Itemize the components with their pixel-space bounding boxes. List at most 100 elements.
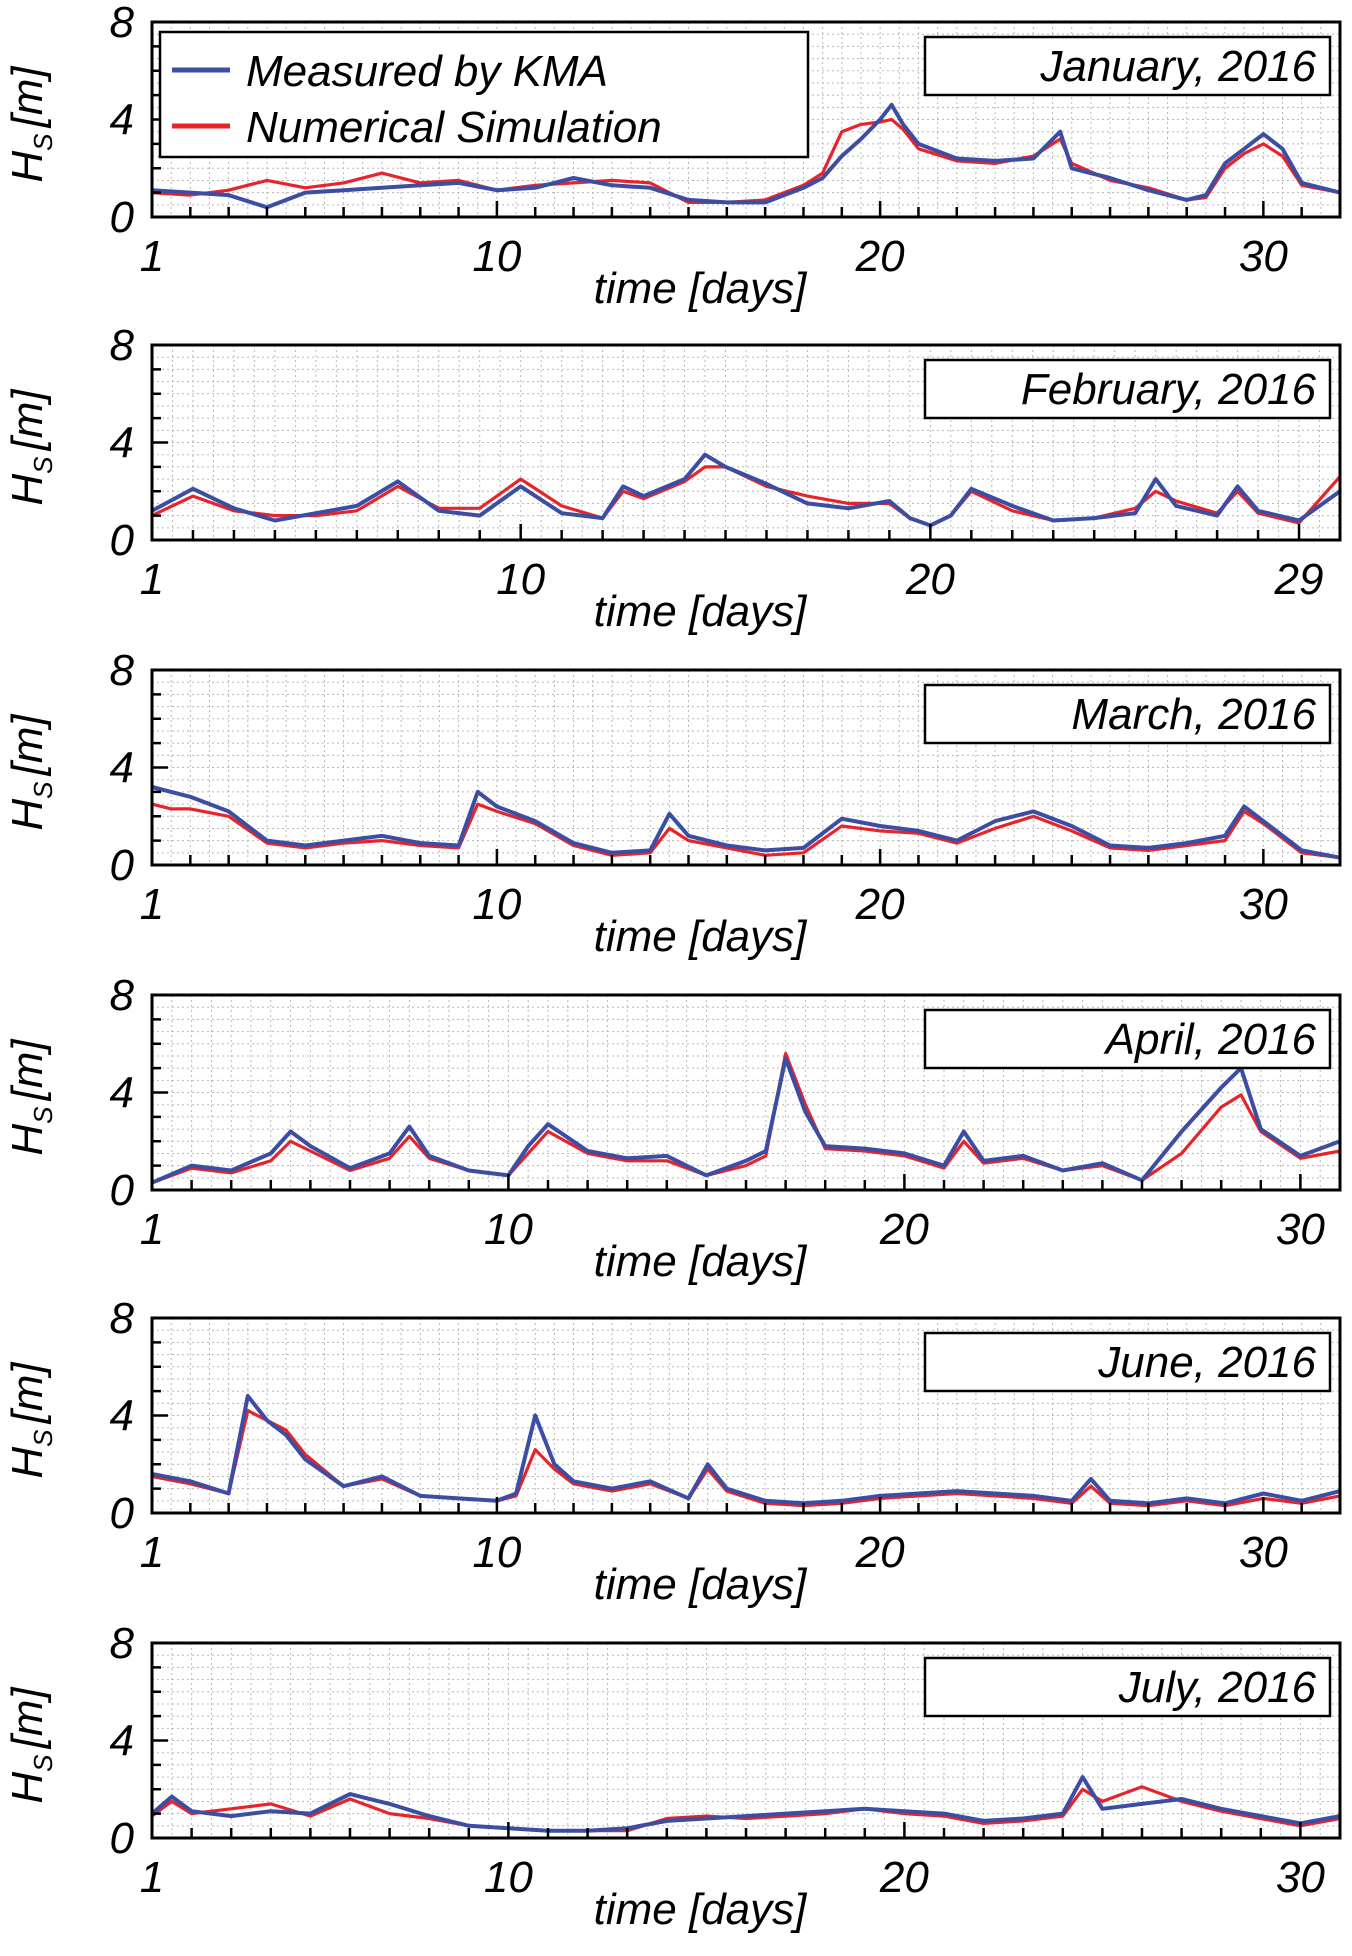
series-line-simulation (151, 1785, 1341, 1833)
series-line-measured (150, 1775, 1341, 1833)
x-tick-label: 30 (1239, 880, 1288, 929)
x-tick-label: 10 (472, 1528, 521, 1577)
panel-title: April, 2016 (1103, 1015, 1317, 1064)
y-axis-title-unit: [m] (3, 1038, 52, 1102)
y-tick-label: 0 (110, 841, 135, 890)
x-axis-title: time [days] (594, 1560, 809, 1609)
series-line-simulation (151, 802, 1341, 860)
y-axis-title-main: H (3, 1124, 52, 1156)
x-axis-title: time [days] (594, 1237, 809, 1286)
x-tick-label: 1 (140, 880, 164, 929)
legend-label: Measured by KMA (246, 47, 608, 96)
y-tick-label: 4 (110, 1717, 134, 1766)
y-axis-title: HS [m] (3, 1361, 58, 1479)
y-tick-label: 8 (110, 1619, 135, 1668)
series-line-measured (151, 1056, 1341, 1185)
y-tick-label: 0 (110, 1814, 135, 1863)
x-tick-label: 29 (1274, 555, 1324, 604)
panel-3: 0 4 8 1 10 20 30 time [days] HS [m] April, 2016 (3, 971, 1342, 1286)
y-axis-title-sub: S (28, 456, 58, 474)
x-axis-title: time [days] (594, 1885, 809, 1934)
x-tick-label: 1 (140, 1853, 164, 1902)
y-axis-title-unit: [m] (3, 713, 52, 777)
x-tick-label: 20 (855, 1528, 905, 1577)
panel-title: March, 2016 (1071, 690, 1316, 739)
x-axis-title: time [days] (594, 587, 809, 636)
y-axis-title: HS [m] (3, 713, 58, 831)
y-axis-title-main: H (3, 799, 52, 831)
x-tick-label: 1 (140, 232, 164, 281)
y-tick-label: 8 (110, 971, 135, 1020)
x-tick-label: 10 (484, 1205, 533, 1254)
y-axis-title-sub: S (28, 133, 58, 151)
y-tick-label: 8 (110, 321, 135, 370)
y-tick-label: 0 (110, 1166, 135, 1215)
series-line-measured (151, 452, 1342, 528)
y-axis-title-main: H (3, 1772, 52, 1804)
y-axis-title-sub: S (28, 1429, 58, 1447)
x-tick-label: 30 (1276, 1205, 1325, 1254)
y-axis-title: HS [m] (3, 65, 58, 183)
x-tick-label: 20 (855, 232, 905, 281)
x-tick-label: 30 (1239, 1528, 1288, 1577)
y-axis-title-unit: [m] (3, 65, 52, 129)
legend-label: Numerical Simulation (246, 103, 662, 152)
x-tick-label: 10 (472, 232, 521, 281)
x-tick-label: 20 (905, 555, 955, 604)
x-tick-label: 20 (879, 1853, 929, 1902)
panel-5: 0 4 8 1 10 20 30 time [days] HS [m] July, 2016 (3, 1619, 1342, 1934)
y-tick-label: 0 (110, 1489, 135, 1538)
x-axis-title: time [days] (594, 264, 809, 313)
y-tick-label: 4 (110, 1392, 134, 1441)
y-tick-label: 0 (110, 516, 135, 565)
x-tick-label: 30 (1239, 232, 1288, 281)
panel-title-box (923, 358, 1332, 420)
panel-title: July, 2016 (1118, 1663, 1317, 1712)
panel-title: January, 2016 (1039, 42, 1316, 91)
panel-title-box (923, 683, 1332, 745)
panel-title: February, 2016 (1021, 365, 1317, 414)
y-tick-label: 4 (110, 744, 134, 793)
legend: Measured by KMA Numerical Simulation (158, 30, 810, 159)
panel-title-box (923, 1008, 1332, 1070)
panel-title-box (923, 1656, 1332, 1718)
y-tick-label: 4 (110, 419, 134, 468)
panel-title-box (923, 35, 1332, 97)
panel-1: 0 4 8 1 10 20 29 time [days] HS [m] February, 2016 (3, 321, 1342, 636)
y-tick-label: 0 (110, 193, 135, 242)
y-tick-label: 4 (110, 96, 134, 145)
x-tick-label: 1 (140, 1528, 164, 1577)
y-axis-title-main: H (3, 1447, 52, 1479)
y-axis-title-main: H (3, 474, 52, 506)
y-tick-label: 8 (110, 0, 135, 47)
y-tick-label: 8 (110, 1294, 135, 1343)
x-tick-label: 10 (472, 880, 521, 929)
y-axis-title: HS [m] (3, 1686, 58, 1804)
y-axis-title-unit: [m] (3, 388, 52, 452)
x-tick-label: 30 (1276, 1853, 1325, 1902)
x-tick-label: 20 (855, 880, 905, 929)
x-tick-label: 20 (879, 1205, 929, 1254)
panel-title: June, 2016 (1097, 1338, 1316, 1387)
series-line-measured (151, 785, 1341, 860)
panel-title-box (923, 1331, 1332, 1393)
y-axis-title-main: H (3, 151, 52, 183)
y-tick-label: 8 (110, 646, 135, 695)
y-tick-label: 4 (110, 1069, 134, 1118)
series-line-measured (151, 102, 1341, 210)
y-axis-title: HS [m] (3, 1038, 58, 1156)
panel-2: 0 4 8 1 10 20 30 time [days] HS [m] March, 2016 (3, 646, 1342, 961)
panel-4: 0 4 8 1 10 20 30 time [days] HS [m] June, 2016 (3, 1294, 1342, 1609)
y-axis-title-unit: [m] (3, 1686, 52, 1750)
y-axis-title: HS [m] (3, 388, 58, 506)
series-line-measured (151, 1394, 1341, 1506)
y-axis-title-sub: S (28, 1106, 58, 1124)
y-axis-title-sub: S (28, 781, 58, 799)
legend-box (158, 30, 810, 159)
y-axis-title-sub: S (28, 1754, 58, 1772)
x-axis-title: time [days] (594, 912, 809, 961)
series-line-simulation (151, 465, 1342, 528)
y-axis-title-unit: [m] (3, 1361, 52, 1425)
x-tick-label: 10 (496, 555, 545, 604)
